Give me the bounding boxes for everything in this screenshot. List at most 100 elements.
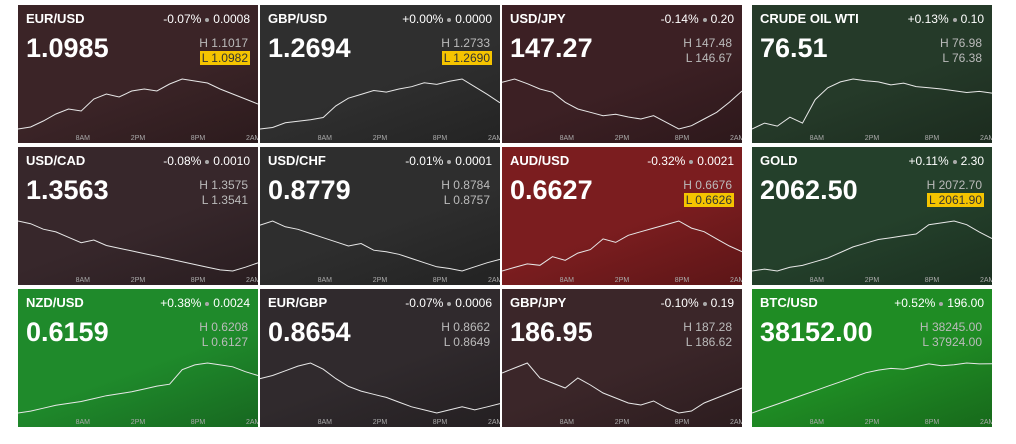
sparkline-chart: 8AM 2PM 8PM 2AM [18,220,258,284]
ticker-tile: 8AM 2PM 8PM 2AM USD/CHF -0.01% 0.0001 0.8779 H 0… [260,147,500,285]
change-percent: +0.11% [908,154,949,168]
symbol: NZD/USD [26,295,84,310]
change-percent: +0.52% [894,296,936,310]
change-percent: +0.38% [160,296,202,310]
time-label: 2PM [373,419,388,426]
ticker-tile: 8AM 2PM 8PM 2AM USD/JPY -0.14% 0.20 147.27 H 147… [502,5,742,143]
time-label: 8PM [191,135,206,142]
change-value: 0.20 [710,12,734,26]
high-row: H 0.8662 [439,320,492,334]
time-label: 2AM [246,277,258,284]
time-label: 8PM [433,419,448,426]
sparkline [502,362,742,414]
high-label: H [919,320,929,334]
high-row: H 1.2733 [439,36,492,50]
price: 1.2694 [268,33,351,63]
change-value: 0.0000 [455,12,492,26]
sparkline-chart: 8AM 2PM 8PM 2AM [752,362,992,426]
low-value: 37924.00 [931,335,982,349]
sparkline [260,220,500,272]
high-label: H [683,36,692,50]
change: +0.13% 0.10 [908,12,984,26]
low-value: 0.6626 [695,193,732,207]
high-value: 38245.00 [931,320,982,334]
high-value: 76.98 [951,36,982,50]
separator-dot [205,159,210,164]
time-label: 2PM [865,419,880,426]
high-row: H 76.98 [938,36,984,50]
sparkline-chart: 8AM 2PM 8PM 2AM [502,362,742,426]
sparkline [260,78,500,130]
price: 1.3563 [26,175,109,205]
time-label: 2AM [246,419,258,426]
ticker-tile: 8AM 2PM 8PM 2AM BTC/USD +0.52% 196.00 38152.00 H… [752,289,992,427]
change-percent: -0.07% [405,296,444,310]
separator-dot [205,17,210,22]
separator-dot [702,301,707,306]
time-label: 2AM [246,135,258,142]
sparkline [752,220,992,272]
high-row: H 147.48 [681,36,734,50]
change: +0.52% 196.00 [894,296,984,310]
change: -0.01% 0.0001 [405,154,492,168]
sparkline [752,78,992,130]
sparkline-chart: 8AM 2PM 8PM 2AM [18,362,258,426]
high-value: 0.8784 [453,178,490,192]
high-row: H 1.3575 [197,178,250,192]
time-label: 2PM [131,277,146,284]
change-percent: -0.07% [163,12,202,26]
high-row: H 2072.70 [925,178,984,192]
low-label: L [201,335,208,349]
change-percent: +0.00% [402,12,444,26]
low-label: L [929,193,936,207]
time-label: 8PM [433,135,448,142]
low-value: 1.2690 [453,51,490,65]
price: 76.51 [760,33,828,63]
low-value: 0.6127 [211,335,248,349]
sparkline-chart: 8AM 2PM 8PM 2AM [260,78,500,142]
time-label: 2AM [730,135,742,142]
time-label: 2AM [488,135,500,142]
low-value: 0.8757 [453,193,490,207]
time-label: 2PM [865,277,880,284]
change-value: 196.00 [947,296,984,310]
separator-dot [952,159,957,164]
separator-dot [447,17,452,22]
price: 2062.50 [760,175,858,205]
change-percent: -0.01% [405,154,444,168]
time-label: 2PM [131,135,146,142]
low-label: L [443,335,450,349]
change-value: 0.0001 [455,154,492,168]
low-label: L [443,193,450,207]
sparkline-chart: 8AM 2PM 8PM 2AM [260,220,500,284]
change: -0.32% 0.0021 [647,154,734,168]
low-label: L [922,335,929,349]
time-label: 8AM [76,135,91,142]
time-label: 2AM [730,419,742,426]
separator-dot [689,159,694,164]
time-label: 2PM [865,135,880,142]
time-label: 8PM [925,277,940,284]
high-label: H [441,36,450,50]
time-label: 8AM [318,419,333,426]
price: 38152.00 [760,317,873,347]
time-label: 8AM [810,277,825,284]
low-row: L 186.62 [684,335,734,349]
high-value: 0.6676 [695,178,732,192]
time-label: 2AM [730,277,742,284]
change: -0.14% 0.20 [661,12,734,26]
high-label: H [199,320,208,334]
low-value: 1.0982 [211,51,248,65]
symbol: GBP/JPY [510,295,567,310]
high-label: H [683,178,692,192]
sparkline-chart: 8AM 2PM 8PM 2AM [260,362,500,426]
low-value: 1.3541 [211,193,248,207]
separator-dot [205,301,210,306]
separator-dot [939,301,944,306]
change: -0.10% 0.19 [661,296,734,310]
time-label: 8AM [318,135,333,142]
time-label: 2AM [488,419,500,426]
sparkline [502,220,742,272]
low-row: L 0.6127 [200,335,250,349]
